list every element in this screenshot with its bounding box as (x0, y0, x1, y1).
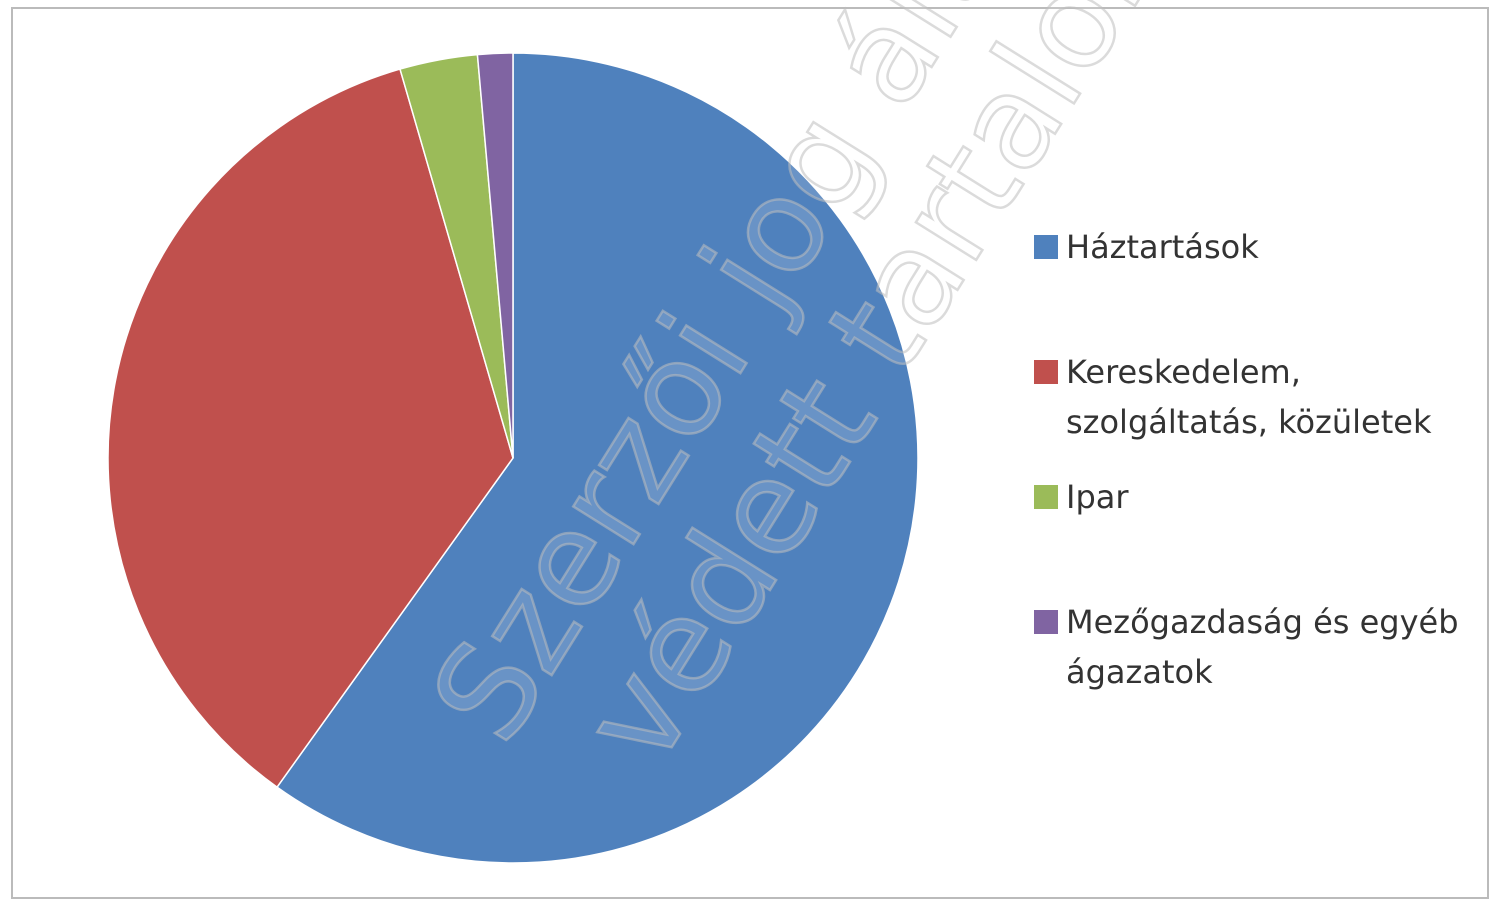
legend-item: Háztartások (1034, 222, 1486, 272)
legend-label: Háztartások (1066, 228, 1259, 266)
legend-label: Ipar (1066, 478, 1129, 516)
pie-slice (275, 52, 919, 864)
pie-slice (107, 68, 514, 789)
legend-label: Mezőgazdaság és egyéb ágazatok (1066, 603, 1459, 691)
legend-label: Kereskedelem, szolgáltatás, közületek (1066, 353, 1432, 441)
legend-item: Kereskedelem, szolgáltatás, közületek (1034, 347, 1486, 447)
legend-item: Ipar (1034, 472, 1486, 522)
legend-swatch (1034, 360, 1058, 384)
legend-item: Mezőgazdaság és egyéb ágazatok (1034, 597, 1486, 697)
legend-swatch (1034, 610, 1058, 634)
legend-swatch (1034, 235, 1058, 259)
pie-slice (476, 52, 514, 459)
legend-swatch (1034, 485, 1058, 509)
